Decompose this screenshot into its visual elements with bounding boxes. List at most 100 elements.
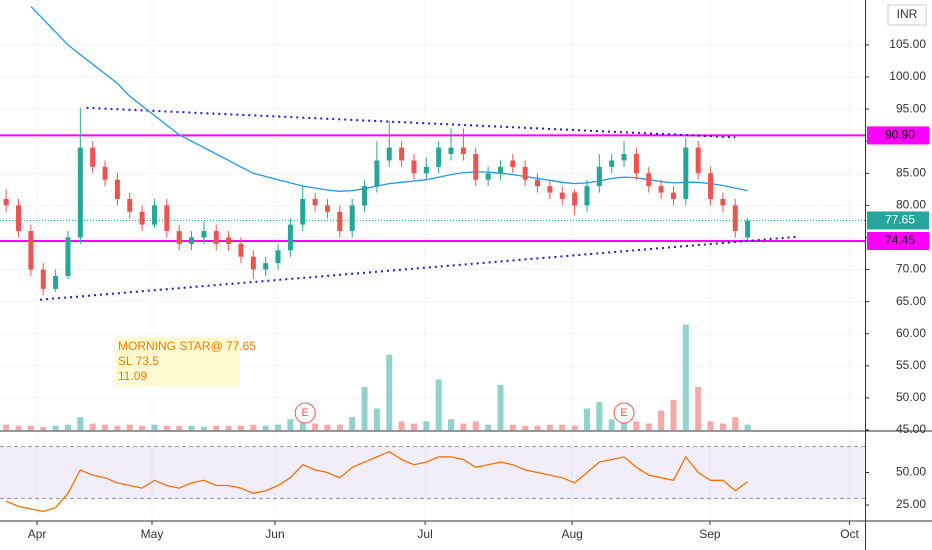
candle-body xyxy=(201,231,207,238)
price-tag xyxy=(867,231,929,250)
candle-body xyxy=(547,186,553,193)
volume-bar xyxy=(682,324,689,430)
price-tag xyxy=(867,126,929,145)
candle-body xyxy=(609,160,615,167)
volume-bar xyxy=(151,424,158,430)
volume-bar xyxy=(262,425,269,430)
volume-bar xyxy=(40,426,47,430)
candle-body xyxy=(670,192,676,199)
volume-bar xyxy=(546,424,553,430)
volume-bar xyxy=(633,421,640,430)
volume-bar xyxy=(707,421,714,430)
x-tick-label: Aug xyxy=(561,527,582,541)
volume-bar xyxy=(77,417,84,430)
candle-body xyxy=(658,186,664,193)
volume-bar xyxy=(571,425,578,430)
y-tick-label: 60.00 xyxy=(896,326,926,340)
candle-body xyxy=(584,186,590,206)
candle-body xyxy=(559,192,565,199)
earnings-label: E xyxy=(302,407,309,419)
candle-body xyxy=(349,205,355,232)
candle-body xyxy=(102,166,108,180)
annotation-text: MORNING STAR@ 77.65 xyxy=(118,339,256,353)
volume-bar xyxy=(200,426,207,430)
candle-body xyxy=(411,160,417,174)
trendline xyxy=(86,106,736,139)
x-tick-label: Sep xyxy=(699,527,721,541)
rsi-tick-label: 50.00 xyxy=(896,465,926,479)
earnings-label: E xyxy=(620,407,627,419)
y-tick-label: 80.00 xyxy=(896,198,926,212)
volume-bar xyxy=(448,419,455,430)
volume-bar xyxy=(719,423,726,430)
y-tick-label: 70.00 xyxy=(896,262,926,276)
volume-bar xyxy=(658,410,665,430)
volume-bar xyxy=(695,387,702,430)
volume-bar xyxy=(114,425,121,430)
candle-body xyxy=(720,198,726,206)
candle-body xyxy=(522,166,528,180)
candle-body xyxy=(633,154,639,174)
candle-body xyxy=(3,198,9,206)
candle-body xyxy=(423,166,429,174)
moving-average xyxy=(30,5,748,192)
volume-bar xyxy=(15,425,22,430)
candle-body xyxy=(683,147,689,199)
y-tick-label: 65.00 xyxy=(896,294,926,308)
candle-body xyxy=(151,205,157,225)
price-tag-label: 74.45 xyxy=(885,233,915,247)
candle-body xyxy=(621,154,627,161)
volume-bar xyxy=(102,424,109,430)
y-tick-label: 85.00 xyxy=(896,165,926,179)
earnings-marker xyxy=(294,402,316,424)
candle-body xyxy=(596,166,602,187)
volume-bar xyxy=(423,421,430,430)
y-tick-label: 95.00 xyxy=(896,101,926,115)
candle-body xyxy=(485,173,491,180)
y-tick-label: 45.00 xyxy=(896,422,926,436)
candle-body xyxy=(176,231,182,244)
volume-bar xyxy=(732,417,739,430)
volume-bar xyxy=(522,425,529,430)
candle-body xyxy=(708,173,714,199)
candle-body xyxy=(510,160,516,167)
currency-box xyxy=(887,4,927,26)
annotation-box xyxy=(115,337,240,386)
earnings-marker xyxy=(613,402,635,424)
volume-bar xyxy=(349,417,356,430)
candle-body xyxy=(436,147,442,167)
candle-body xyxy=(399,147,405,161)
candle-body xyxy=(386,147,392,161)
volume-bar xyxy=(472,421,479,430)
candle-body xyxy=(646,173,652,187)
volume-bar xyxy=(596,402,603,430)
volume-bar xyxy=(89,423,96,430)
currency-label: INR xyxy=(897,7,918,21)
volume-bar xyxy=(373,408,380,430)
candle-body xyxy=(275,250,281,264)
annotation-text: SL 73.5 xyxy=(118,354,159,368)
y-tick-label: 55.00 xyxy=(896,358,926,372)
volume-bar xyxy=(410,423,417,430)
trendline xyxy=(40,235,798,301)
candle-body xyxy=(16,205,22,232)
candle-body xyxy=(28,231,34,270)
volume-bar xyxy=(324,424,331,430)
candle-body xyxy=(337,211,343,232)
candle-body xyxy=(300,198,306,225)
candle-body xyxy=(226,237,232,244)
volume-bar xyxy=(460,423,467,430)
volume-bar xyxy=(3,424,10,430)
volume-bar xyxy=(583,408,590,430)
volume-bar xyxy=(645,423,652,430)
candle-body xyxy=(114,179,120,199)
volume-bar xyxy=(534,425,541,430)
candle-body xyxy=(40,269,46,289)
y-tick-label: 100.00 xyxy=(889,69,926,83)
candle-body xyxy=(460,147,466,155)
volume-bar xyxy=(559,424,566,430)
candle-body xyxy=(139,211,145,225)
candle-body xyxy=(263,263,269,270)
candle-body xyxy=(164,205,170,232)
price-tag-label: 77.65 xyxy=(885,213,915,227)
